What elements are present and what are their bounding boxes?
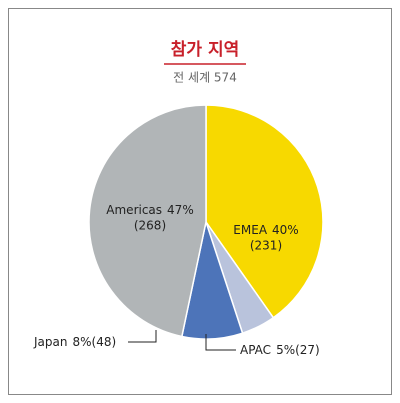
value-label: (231) [250, 239, 282, 253]
category-label: EMEA [233, 223, 268, 237]
value-label: (27) [295, 343, 320, 357]
percent-label: 40% [272, 223, 299, 237]
value-label: (268) [134, 219, 166, 233]
leader-line [128, 330, 157, 343]
slice-label: Japan 8%(48) [33, 335, 116, 349]
pie-slice [205, 104, 324, 319]
percent-label: 5% [276, 343, 295, 357]
labels: EMEA 40% (231) APAC 5%(27) Japan 8%(48) America… [33, 203, 320, 357]
value-label: (48) [92, 335, 117, 349]
slice-label: Americas 47% [106, 203, 193, 217]
category-label: Americas [106, 203, 162, 217]
chart-title: 참가 지역 [171, 39, 239, 60]
slice-label: APAC 5%(27) [240, 343, 320, 357]
category-label: APAC [240, 343, 271, 357]
percent-label: 8% [72, 335, 91, 349]
category-label: Japan [33, 335, 67, 349]
slice-label: EMEA 40% [233, 223, 298, 237]
percent-label: 47% [167, 203, 194, 217]
pie [88, 104, 324, 340]
leader-line [205, 334, 236, 351]
pie-slice [88, 104, 207, 338]
chart-subtitle: 전 세계 574 [173, 71, 237, 85]
